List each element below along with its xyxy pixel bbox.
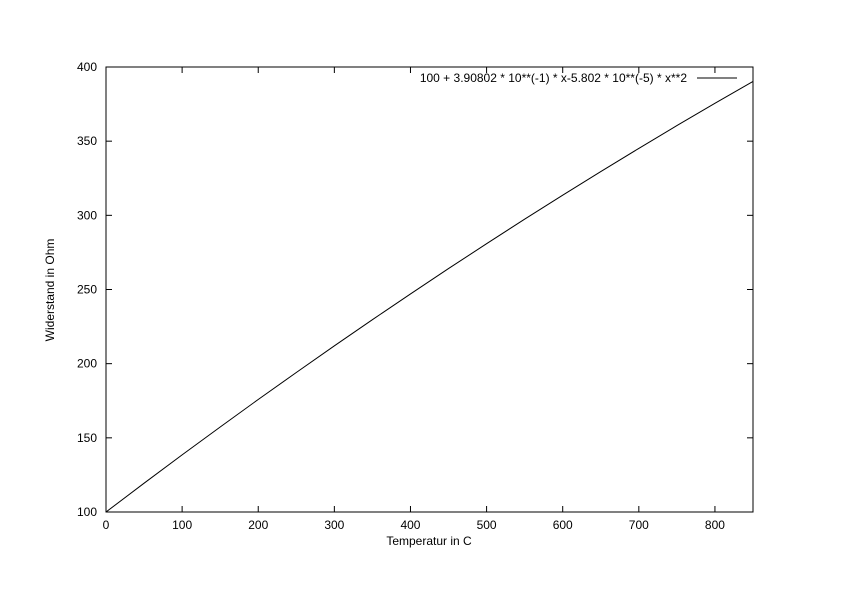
x-axis-label: Temperatur in C bbox=[386, 534, 472, 548]
series-line bbox=[105, 80, 754, 513]
x-tick-label: 600 bbox=[553, 518, 573, 532]
legend-label: 100 + 3.90802 * 10**(-1) * x-5.802 * 10*… bbox=[420, 71, 687, 85]
y-axis-label: Widerstand in Ohm bbox=[43, 239, 57, 342]
x-tick-label: 100 bbox=[172, 518, 192, 532]
y-tick-label: 350 bbox=[77, 134, 97, 148]
x-tick-label: 300 bbox=[324, 518, 344, 532]
plot-frame bbox=[105, 66, 754, 513]
x-tick-label: 800 bbox=[705, 518, 725, 532]
y-tick-label: 400 bbox=[77, 60, 97, 74]
x-tick-label: 700 bbox=[629, 518, 649, 532]
y-tick-label: 100 bbox=[77, 505, 97, 519]
y-tick-label: 300 bbox=[77, 208, 97, 222]
x-tick-label: 200 bbox=[248, 518, 268, 532]
x-tick-label: 500 bbox=[477, 518, 497, 532]
y-tick-label: 250 bbox=[77, 283, 97, 297]
y-tick-label: 200 bbox=[77, 357, 97, 371]
x-tick-label: 400 bbox=[400, 518, 420, 532]
y-tick-label: 150 bbox=[77, 431, 97, 445]
x-tick-label: 0 bbox=[103, 518, 110, 532]
